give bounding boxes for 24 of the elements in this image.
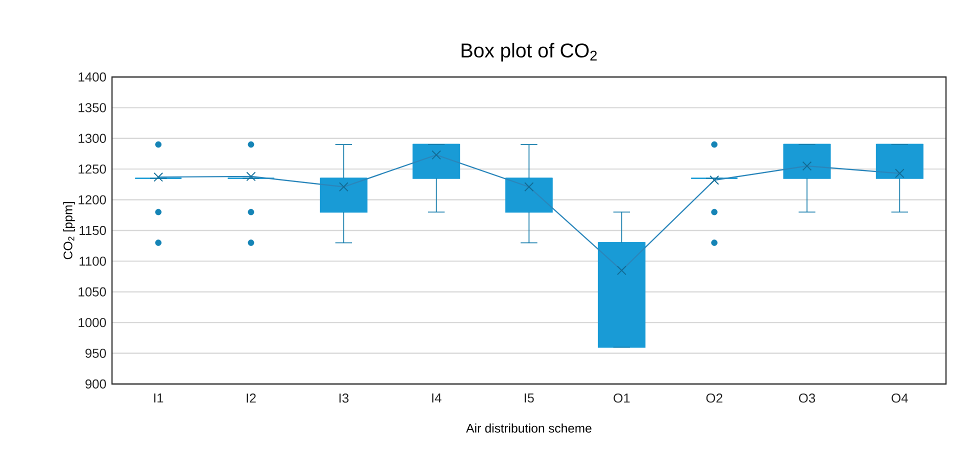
x-tick-label: I1 bbox=[154, 394, 164, 402]
x-tick-label: O4 bbox=[892, 394, 908, 403]
x-tick-label: I3 bbox=[339, 394, 349, 403]
y-tick-label: 1350 bbox=[78, 103, 106, 112]
y-tick-label: 1150 bbox=[80, 226, 106, 236]
line-series bbox=[158, 154, 900, 271]
y-tick-label: 1050 bbox=[78, 287, 106, 296]
y-tick-label: 1400 bbox=[78, 72, 106, 82]
y-tick-label: 1100 bbox=[80, 256, 106, 266]
x-axis-title: Air distribution scheme bbox=[466, 424, 592, 433]
x-tick-label: O2 bbox=[706, 394, 722, 403]
x-tick-label: O1 bbox=[614, 394, 630, 403]
y-tick-label: 1250 bbox=[78, 164, 106, 174]
chart-title: Box plot of CO$_{2}$ bbox=[462, 42, 597, 62]
x-tick-label: I5 bbox=[524, 394, 534, 403]
x-tick-label: I4 bbox=[432, 394, 442, 402]
y-tick-label: 1300 bbox=[78, 134, 106, 143]
x-tick-label: O3 bbox=[798, 394, 816, 403]
y-tick-label: 1200 bbox=[78, 195, 106, 204]
x-tick-label: I2 bbox=[246, 394, 256, 403]
y-tick-label: 900 bbox=[85, 379, 106, 389]
y-axis-title: CO$_{2}$ [ppm] bbox=[63, 202, 75, 260]
y-tick-label: 950 bbox=[85, 348, 106, 358]
y-tick-label: 1000 bbox=[78, 318, 106, 328]
